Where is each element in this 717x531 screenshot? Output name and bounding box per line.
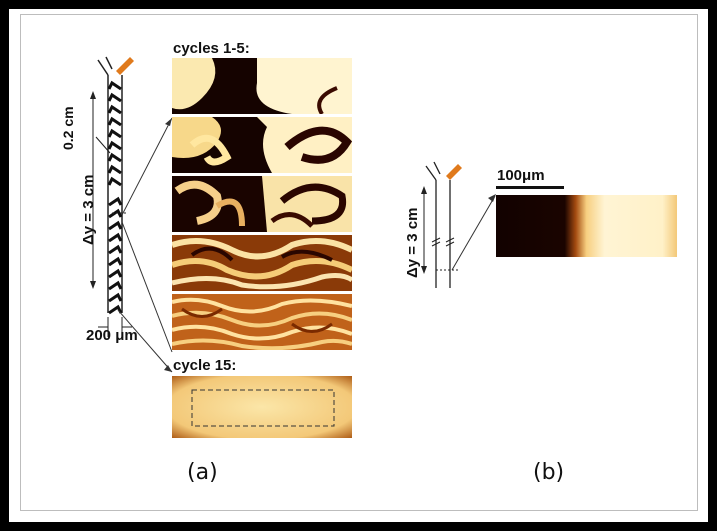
herringbone-groove [108,196,123,207]
herringbone-groove [108,232,123,243]
header-cycle-15: cycle 15: [173,357,237,374]
mixing-image-cycle-1 [172,58,352,114]
unmixed-image [496,195,677,257]
herringbone-groove [108,292,123,303]
herringbone-groove [107,176,122,187]
herringbone-groove [108,268,123,279]
herringbone-groove [107,104,122,115]
mixing-image-cycle-15 [172,376,352,438]
mixing-image-cycle-3 [172,176,352,232]
header-cycles-1-5: cycles 1-5: [173,40,250,57]
herringbone-groove [107,80,122,91]
herringbone-groove [107,164,122,175]
straight-channel-diagram [421,161,496,288]
herringbone-groove [108,256,123,267]
panel-letter-a: (a) [187,460,218,485]
herringbone-groove [107,116,122,127]
herringbone-groove [108,244,123,255]
herringbone-groove [108,220,123,231]
mixing-image-cycle-4 [172,235,352,291]
mixer-channel-diagram [90,56,134,337]
herringbone-groove [108,304,123,315]
scale-bar [496,186,564,189]
herringbone-groove [108,208,123,219]
herringbone-groove [107,140,122,151]
scale-bar-label: 100μm [497,167,545,184]
label-length-b: Δy = 3 cm [404,207,421,278]
figure-frame [9,9,708,522]
herringbone-groove [108,280,123,291]
mixing-image-cycle-5 [172,294,352,350]
figure-border [20,14,698,511]
label-channel-width: 200 μm [86,327,138,344]
mixing-image-cycle-2 [172,117,352,173]
herringbone-groove [107,92,122,103]
panel-letter-b: (b) [533,460,565,485]
herringbone-groove [107,128,122,139]
herringbone-groove [107,152,122,163]
